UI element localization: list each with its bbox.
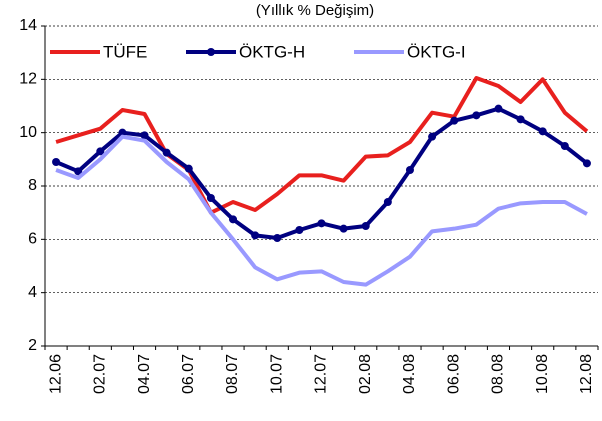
- legend-label: ÖKTG-H: [239, 42, 305, 61]
- x-tick-label: 02.08: [357, 354, 374, 394]
- x-tick-label: 10.08: [534, 354, 551, 394]
- legend-label: TÜFE: [103, 42, 147, 61]
- x-tick-label: 06.08: [445, 354, 462, 394]
- x-tick-label: 12.06: [47, 354, 64, 394]
- marker: [516, 115, 525, 124]
- marker: [273, 234, 282, 242]
- marker: [450, 116, 459, 125]
- marker: [96, 147, 105, 156]
- y-tick-label: 14: [19, 17, 37, 34]
- marker: [538, 127, 547, 136]
- x-tick-label: 04.08: [401, 354, 418, 394]
- legend-label: ÖKTG-I: [407, 42, 466, 61]
- legend-marker: [207, 48, 215, 56]
- marker: [383, 198, 392, 206]
- series-line: [55, 76, 589, 215]
- x-tick-label: 12.07: [313, 354, 330, 394]
- marker: [74, 167, 83, 176]
- marker: [361, 222, 370, 230]
- y-tick-label: 6: [28, 231, 37, 248]
- marker: [339, 224, 348, 233]
- marker: [494, 104, 503, 113]
- marker: [229, 215, 238, 224]
- marker: [405, 166, 414, 174]
- chart-title: (Yıllık % Değişim): [256, 2, 374, 19]
- x-tick-label: 06.07: [180, 354, 197, 394]
- marker: [206, 194, 215, 202]
- x-tick-label: 10.07: [268, 354, 285, 394]
- y-tick-label: 12: [19, 71, 37, 88]
- x-tick-label: 08.07: [224, 354, 241, 394]
- marker: [472, 111, 481, 120]
- y-tick-label: 2: [28, 337, 37, 354]
- marker: [428, 132, 437, 141]
- marker: [140, 131, 149, 140]
- marker: [184, 164, 193, 173]
- marker: [118, 128, 127, 137]
- marker: [317, 219, 326, 228]
- marker: [251, 231, 260, 240]
- x-tick-label: 02.07: [92, 354, 109, 394]
- marker: [560, 142, 569, 150]
- marker: [295, 226, 304, 234]
- x-tick-label: 12.08: [578, 354, 595, 394]
- series-line: [55, 134, 588, 287]
- x-tick-label: 04.07: [136, 354, 153, 394]
- x-tick-label: 08.08: [490, 354, 507, 394]
- marker: [52, 158, 61, 166]
- y-tick-label: 8: [28, 177, 37, 194]
- marker: [162, 148, 171, 157]
- marker: [582, 159, 591, 168]
- y-tick-label: 4: [28, 284, 37, 301]
- y-tick-label: 10: [19, 124, 37, 141]
